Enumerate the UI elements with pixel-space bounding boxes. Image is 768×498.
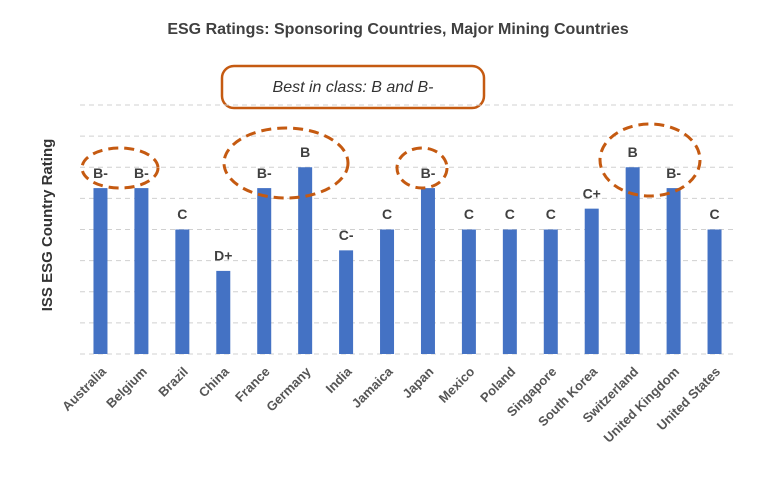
bar [134,188,149,354]
data-label: B- [93,165,108,181]
x-tick-label: China [196,363,233,400]
bar [543,229,558,354]
bar [380,229,395,354]
bar [257,188,272,354]
data-label: C+ [583,185,601,201]
annotation: Best in class: B and B- [273,79,434,96]
data-label: B- [666,165,681,181]
x-tick-label: Germany [263,363,314,414]
bar [666,188,681,354]
bar [298,167,313,354]
data-label: C [709,206,719,222]
plot: B- Australia B- Belgium C Brazil D+ China B- Fran… [59,104,735,446]
bar [625,167,640,354]
bar [584,208,599,354]
chart-title: ESG Ratings: Sponsoring Countries, Major… [167,21,628,38]
x-tick-label: France [232,364,273,405]
x-tick-label: Australia [59,363,109,413]
x-tick-label: United Kingdom [601,364,683,446]
highlight-ellipse [222,126,350,200]
bar [502,229,517,354]
data-label: D+ [214,248,232,264]
bar [216,270,231,354]
data-label: C [382,206,392,222]
x-tick-label: Poland [477,364,518,405]
x-tick-label: Jamaica [349,363,396,410]
data-label: B- [421,165,436,181]
data-label: B- [257,165,272,181]
annotation-box [220,64,486,110]
bar [420,188,435,354]
x-tick-label: India [323,363,356,396]
data-label: B [300,144,310,160]
highlight-ellipse [80,146,160,190]
highlight-ellipse [598,122,702,198]
data-label: B [628,144,638,160]
data-label: C [177,206,187,222]
y-axis-label: ISS ESG Country Rating [39,139,56,312]
x-tick-label: Mexico [436,364,478,406]
bar [93,188,108,354]
bar [461,229,476,354]
bar [339,250,354,354]
x-tick-label: Brazil [155,364,191,400]
bar [707,229,722,354]
x-tick-label: Japan [399,364,436,401]
data-label: C [546,206,556,222]
data-label: B- [134,165,149,181]
data-label: C- [339,227,354,243]
data-label: C [464,206,474,222]
data-label: C [505,206,515,222]
bar [175,229,190,354]
highlight-ellipse [395,146,449,190]
x-tick-label: Belgium [103,364,150,411]
